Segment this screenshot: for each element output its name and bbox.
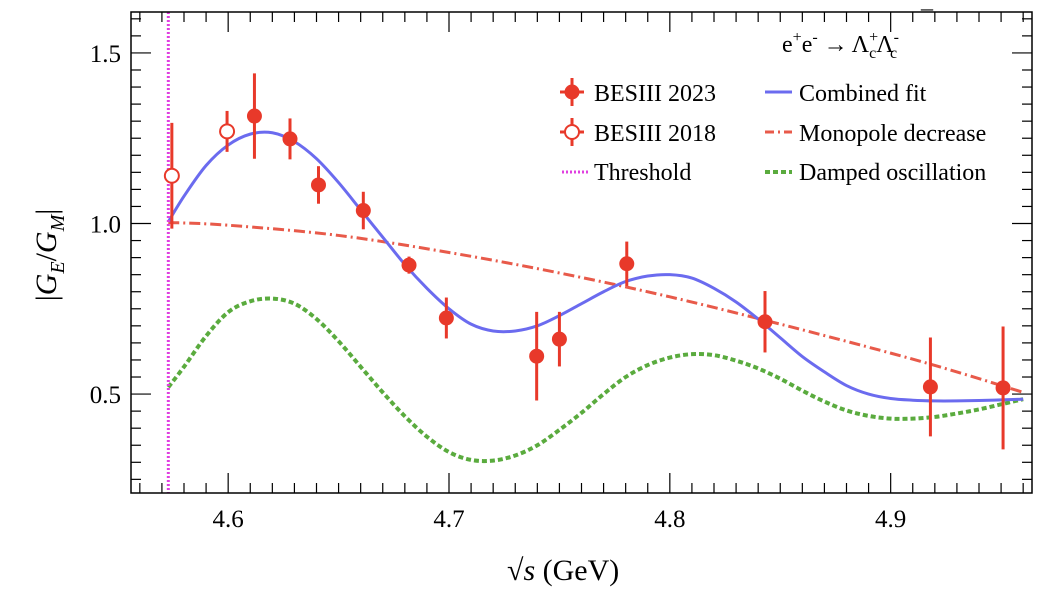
data-point-besiii2023 <box>246 108 262 124</box>
x-tick-label: 4.6 <box>213 506 244 533</box>
x-tick-label: 4.9 <box>875 506 906 533</box>
x-axis-title: √s (GeV) <box>507 554 619 587</box>
data-point-besiii2023 <box>355 203 371 219</box>
damped-oscillation-curve <box>166 296 1024 464</box>
y-tick-label: 1.5 <box>90 41 121 68</box>
legend-label-threshold: Threshold <box>594 160 691 186</box>
plot-frame <box>130 11 1033 494</box>
data-point-besiii2023 <box>757 314 773 330</box>
data-point-besiii2023 <box>995 380 1011 396</box>
legend-label-combined: Combined fit <box>799 81 927 107</box>
tick-marks <box>131 12 1032 493</box>
legend: BESIII 2023 Combined fit BESIII 2018 Mon… <box>560 78 986 186</box>
monopole-decrease-curve <box>168 220 1024 394</box>
y-tick-label: 0.5 <box>90 382 121 409</box>
data-point-besiii2018 <box>163 167 180 184</box>
data-point-besiii2023 <box>282 131 298 147</box>
legend-label-besiii2018: BESIII 2018 <box>594 121 716 147</box>
legend-marker-besiii2023 <box>564 84 580 100</box>
legend-item-damped: Damped oscillation <box>765 160 986 186</box>
data-point-besiii2018 <box>219 123 236 140</box>
combined-fit-curve <box>167 130 1024 403</box>
tick-labels: 4.6 4.7 4.8 4.9 0.5 1.0 1.5 <box>90 41 907 533</box>
x-tick-label: 4.8 <box>654 506 685 533</box>
data-points <box>163 73 1011 450</box>
legend-item-monopole: Monopole decrease <box>765 121 986 147</box>
legend-item-threshold: Threshold <box>562 160 691 186</box>
data-point-besiii2023 <box>310 177 326 193</box>
fit-curves <box>166 12 1024 493</box>
y-tick-label: 1.0 <box>90 212 121 239</box>
y-axis-title: |GE/GM| <box>30 209 69 302</box>
legend-marker-besiii2018 <box>564 124 580 140</box>
lambda-bar: ¯ <box>920 8 934 34</box>
data-point-besiii2023 <box>922 379 938 395</box>
legend-item-combined: Combined fit <box>765 81 927 107</box>
data-point-besiii2023 <box>619 256 635 272</box>
data-point-besiii2023 <box>529 348 545 364</box>
legend-item-besiii2018: BESIII 2018 <box>560 118 716 147</box>
data-point-besiii2023 <box>438 310 454 326</box>
legend-label-damped: Damped oscillation <box>799 160 986 186</box>
process-label: e+e- → Λ+ cΛ-c <box>782 29 899 62</box>
data-point-besiii2023 <box>401 257 417 273</box>
legend-label-besiii2023: BESIII 2023 <box>594 81 716 107</box>
legend-item-besiii2023: BESIII 2023 <box>560 78 716 107</box>
legend-label-monopole: Monopole decrease <box>799 121 986 147</box>
x-tick-label: 4.7 <box>433 506 464 533</box>
data-point-besiii2023 <box>551 331 567 347</box>
